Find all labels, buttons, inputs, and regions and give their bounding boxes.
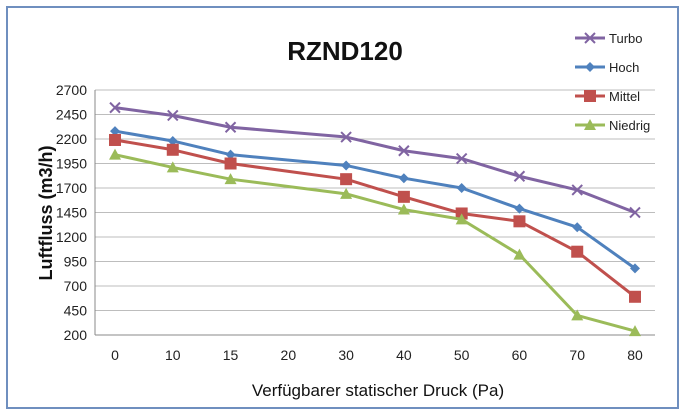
data-point: [571, 184, 583, 196]
data-point: [167, 109, 179, 122]
x-tick-label: 60: [512, 347, 528, 363]
series-hoch: [110, 126, 640, 274]
data-point: [397, 203, 410, 215]
y-axis-label: Luftfluss (m3/h): [36, 146, 56, 281]
series-line: [114, 129, 636, 270]
data-point: [109, 148, 121, 160]
x-tick-label: 80: [627, 347, 643, 363]
legend-label: Mittel: [609, 89, 640, 104]
series-niedrig: [109, 148, 641, 337]
data-point: [571, 309, 584, 321]
y-tick-label: 2200: [56, 131, 87, 147]
data-point: [340, 173, 353, 186]
data-point: [630, 263, 640, 274]
legend-label: Turbo: [609, 31, 642, 46]
data-point: [629, 325, 641, 337]
y-tick-label: 450: [64, 303, 88, 319]
data-point: [513, 215, 526, 228]
chart-title: RZND120: [287, 36, 403, 66]
y-tick-label: 2450: [56, 107, 87, 123]
data-point: [166, 161, 179, 173]
legend-label: Niedrig: [609, 118, 650, 133]
x-tick-label: 50: [454, 347, 470, 363]
x-tick-label: 40: [396, 347, 412, 363]
data-point: [224, 157, 237, 170]
x-tick-label: 10: [165, 347, 181, 363]
x-tick-label: 0: [111, 347, 119, 363]
data-point: [398, 173, 409, 184]
grid: [94, 89, 655, 336]
x-axis-ticks: 0 10 15 20 30 40 50 60 70 80: [111, 347, 643, 363]
series-lines: [109, 101, 641, 337]
data-point: [397, 190, 410, 203]
data-point: [571, 245, 584, 258]
data-point: [341, 160, 352, 171]
legend-item: Niedrig: [575, 118, 650, 133]
legend: Turbo Hoch Mittel Niedrig: [575, 31, 650, 133]
data-point: [629, 206, 641, 219]
chart-frame: [6, 6, 679, 409]
data-point: [572, 222, 583, 233]
x-axis-label: Verfügbarer statischer Druck (Pa): [252, 381, 504, 400]
data-point: [455, 213, 468, 225]
y-axis-ticks: 200 450 700 950 1200 1450 1700 1950 2200 2450 2700: [56, 82, 87, 343]
data-point: [398, 145, 410, 157]
y-tick-label: 1450: [56, 205, 87, 221]
x-tick-label: 70: [569, 347, 585, 363]
data-point: [340, 187, 353, 199]
legend-marker: [584, 119, 596, 130]
legend-label: Hoch: [609, 60, 639, 75]
data-point: [224, 173, 237, 185]
data-point: [514, 203, 525, 214]
series-mittel: [109, 133, 641, 303]
data-point: [110, 126, 120, 137]
series-line: [114, 153, 636, 333]
data-point: [167, 135, 178, 146]
legend-item: Mittel: [575, 89, 640, 104]
series-turbo: [109, 101, 641, 219]
legend-marker: [585, 62, 595, 72]
data-point: [109, 133, 121, 146]
data-point: [224, 121, 237, 133]
data-point: [629, 290, 641, 303]
data-point: [456, 183, 467, 193]
y-tick-label: 700: [64, 278, 88, 294]
legend-item: Turbo: [575, 31, 642, 46]
legend-marker: [584, 32, 596, 44]
y-tick-label: 950: [64, 254, 88, 270]
data-point: [455, 152, 468, 165]
series-line: [114, 106, 636, 214]
legend-item: Hoch: [575, 60, 639, 75]
y-tick-label: 1700: [56, 180, 87, 196]
y-tick-label: 1950: [56, 156, 87, 172]
x-tick-label: 30: [338, 347, 354, 363]
y-tick-label: 2700: [56, 82, 87, 98]
x-tick-label: 15: [223, 347, 239, 363]
data-point: [225, 149, 236, 160]
x-tick-label: 20: [281, 347, 297, 363]
y-tick-label: 1200: [56, 229, 87, 245]
data-point: [513, 248, 526, 260]
legend-marker: [584, 90, 596, 102]
data-point: [109, 101, 121, 114]
y-tick-label: 200: [64, 327, 88, 343]
data-point: [513, 170, 526, 182]
data-point: [340, 131, 352, 143]
data-point: [166, 143, 179, 156]
